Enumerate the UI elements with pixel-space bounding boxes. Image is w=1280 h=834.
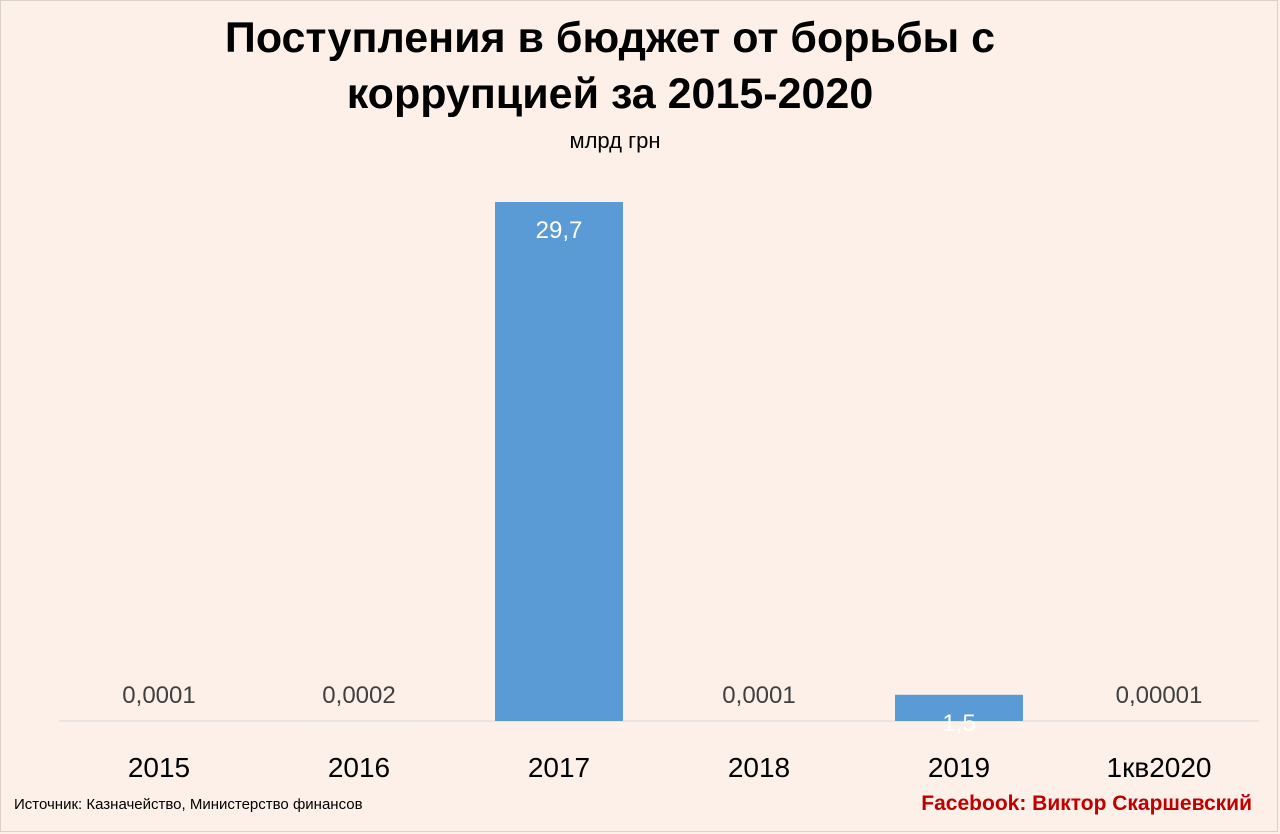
- data-label-2017: 29,7: [536, 217, 583, 244]
- data-label-1кв2020: 0,00001: [1116, 682, 1203, 709]
- data-label-2019: 1,5: [942, 710, 975, 737]
- chart-subtitle: млрд грн: [569, 128, 661, 153]
- author-credit: Facebook: Виктор Скаршевский: [921, 792, 1252, 815]
- x-tick-label-2018: 2018: [728, 752, 790, 783]
- data-label-2016: 0,0002: [322, 682, 395, 709]
- x-tick-label-2016: 2016: [328, 752, 390, 783]
- x-tick-label-2015: 2015: [128, 752, 190, 783]
- x-tick-label-2019: 2019: [928, 752, 990, 783]
- x-tick-label-2017: 2017: [528, 752, 590, 783]
- x-tick-label-1кв2020: 1кв2020: [1107, 752, 1212, 783]
- data-label-2018: 0,0001: [722, 682, 795, 709]
- data-label-2015: 0,0001: [122, 682, 195, 709]
- bar-2019: [895, 694, 1023, 721]
- bar-2017: [495, 202, 623, 721]
- chart-title: Поступления в бюджет от борьбы с коррупц…: [224, 14, 996, 118]
- source-note: Источник: Казначейство, Министерство фин…: [14, 796, 363, 813]
